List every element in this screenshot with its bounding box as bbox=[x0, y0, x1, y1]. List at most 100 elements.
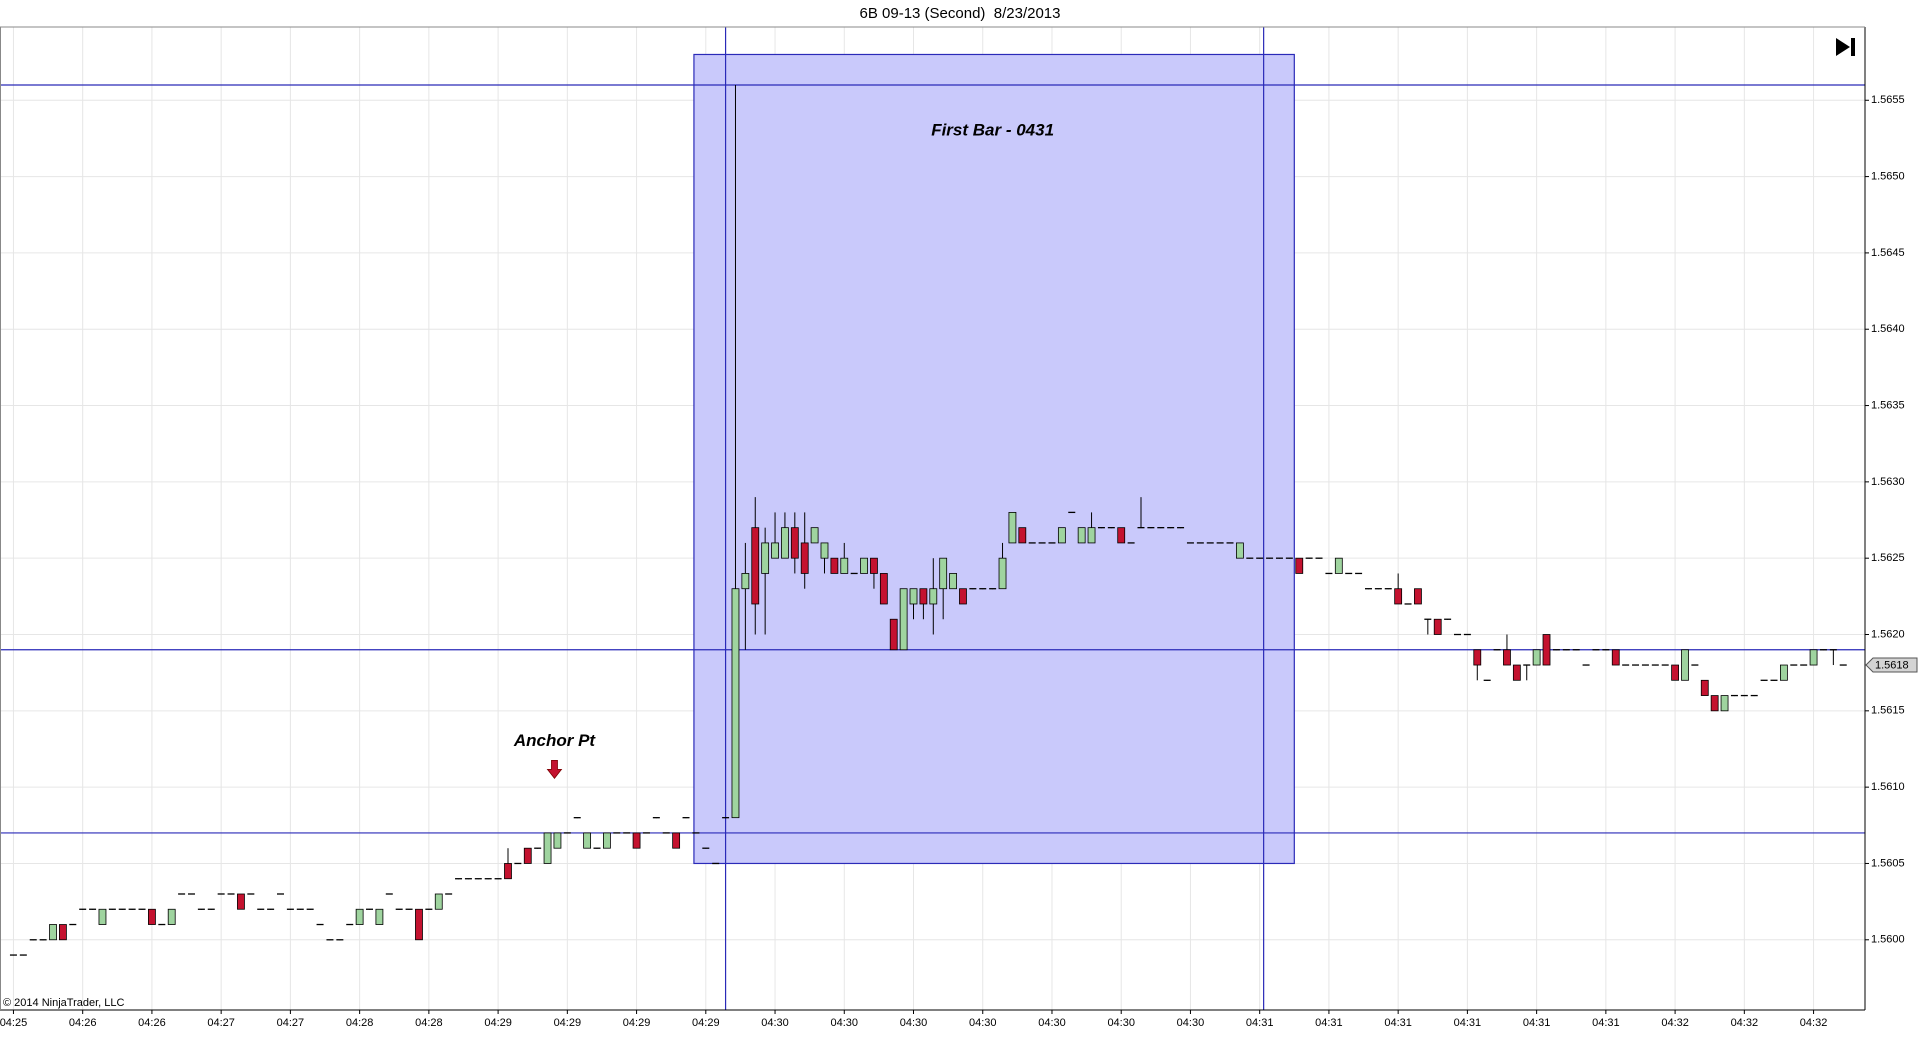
candle-body bbox=[800, 542, 809, 574]
candle-body bbox=[375, 908, 384, 925]
x-tick-label: 04:31 bbox=[1384, 1017, 1412, 1029]
candle-body bbox=[1671, 664, 1679, 681]
candle-body bbox=[523, 847, 532, 864]
candle-body bbox=[355, 908, 364, 925]
candle-body bbox=[879, 573, 888, 605]
annotation: Anchor Pt bbox=[513, 731, 597, 750]
candle-body bbox=[949, 573, 957, 590]
x-tick-label: 04:29 bbox=[484, 1017, 512, 1029]
candle-body bbox=[1710, 695, 1719, 712]
candle-body bbox=[1512, 664, 1521, 681]
candle-body bbox=[1018, 527, 1027, 544]
x-tick-label: 04:30 bbox=[1107, 1017, 1135, 1029]
candle-body bbox=[860, 557, 868, 574]
candle-body bbox=[167, 908, 176, 925]
y-tick-label: 1.5645 bbox=[1871, 247, 1905, 259]
candle-body bbox=[939, 557, 948, 590]
x-tick-label: 04:30 bbox=[831, 1017, 859, 1029]
candle-body bbox=[929, 588, 938, 605]
candle-body bbox=[434, 893, 443, 910]
x-tick-label: 04:31 bbox=[1246, 1017, 1274, 1029]
y-tick-label: 1.5605 bbox=[1871, 857, 1905, 869]
candle-body bbox=[1681, 649, 1689, 681]
candle-body bbox=[1295, 557, 1304, 574]
candle-body bbox=[820, 542, 829, 559]
candle-body bbox=[899, 588, 908, 651]
x-tick-label: 04:30 bbox=[761, 1017, 789, 1029]
candle-body bbox=[761, 542, 770, 574]
axis-layer: 1.5600 1.5605 1.5610 1.5615 1.5620 1.5625 1.56… bbox=[0, 26, 1918, 1029]
x-tick-label: 04:26 bbox=[69, 1017, 97, 1029]
candle-body bbox=[1236, 542, 1244, 559]
candle-body bbox=[1532, 649, 1541, 666]
chart-title: 6B 09-13 (Second) 8/23/2013 bbox=[860, 5, 1061, 22]
candle-body bbox=[1008, 511, 1017, 544]
x-tick-label: 04:28 bbox=[346, 1017, 374, 1029]
skip-to-end-button[interactable] bbox=[1832, 34, 1860, 60]
last-price-label: 1.5618 bbox=[1875, 659, 1909, 671]
play-icon bbox=[1836, 38, 1850, 56]
candle-body bbox=[959, 588, 967, 605]
candle-body bbox=[415, 908, 423, 941]
y-tick-label: 1.5600 bbox=[1871, 934, 1905, 946]
candle-body bbox=[553, 832, 562, 849]
y-tick-label: 1.5655 bbox=[1871, 94, 1905, 106]
candle-body bbox=[790, 527, 799, 559]
y-tick-label: 1.5615 bbox=[1871, 705, 1905, 717]
y-tick-label: 1.5630 bbox=[1871, 476, 1905, 488]
candle-body bbox=[1542, 634, 1551, 666]
candle-body bbox=[889, 618, 898, 651]
candle-body bbox=[583, 832, 592, 849]
y-tick-label: 1.5640 bbox=[1871, 323, 1905, 335]
x-tick-label: 04:32 bbox=[1731, 1017, 1759, 1029]
x-tick-label: 04:30 bbox=[900, 1017, 928, 1029]
candle-body bbox=[1700, 679, 1709, 696]
drawing-layer: First Bar - 0431 Anchor Pt bbox=[0, 27, 1865, 1010]
candle-body bbox=[751, 527, 760, 605]
x-tick-label: 04:30 bbox=[1038, 1017, 1066, 1029]
candle-body bbox=[1414, 588, 1422, 605]
x-tick-label: 04:31 bbox=[1523, 1017, 1551, 1029]
bars-layer bbox=[9, 85, 1847, 956]
candle-body bbox=[98, 908, 107, 925]
bar-icon bbox=[1851, 38, 1855, 56]
copyright: © 2014 NinjaTrader, LLC bbox=[3, 997, 124, 1009]
region-rectangle bbox=[693, 53, 1295, 865]
candle-body bbox=[1611, 649, 1620, 666]
candle-body bbox=[504, 863, 512, 880]
x-tick-label: 04:29 bbox=[623, 1017, 651, 1029]
candle-body bbox=[1433, 618, 1442, 635]
candle-body bbox=[1077, 527, 1086, 544]
candle-body bbox=[1057, 527, 1066, 544]
candle-body bbox=[543, 832, 552, 864]
y-tick-label: 1.5610 bbox=[1871, 781, 1905, 793]
candle-body bbox=[840, 557, 849, 574]
candle-body bbox=[1473, 649, 1482, 666]
x-tick-label: 04:29 bbox=[692, 1017, 720, 1029]
candle-body bbox=[1117, 527, 1126, 544]
candle-body bbox=[771, 542, 779, 559]
anchor-arrow bbox=[546, 759, 563, 780]
candle-body bbox=[1720, 695, 1729, 712]
candle-body bbox=[830, 557, 839, 574]
x-tick-label: 04:32 bbox=[1800, 1017, 1828, 1029]
y-tick-label: 1.5620 bbox=[1871, 628, 1905, 640]
x-tick-label: 04:27 bbox=[277, 1017, 305, 1029]
candle-body bbox=[909, 588, 918, 605]
candle-body bbox=[998, 557, 1007, 590]
x-tick-label: 04:30 bbox=[969, 1017, 997, 1029]
candle-body bbox=[1394, 588, 1403, 605]
candle-body bbox=[59, 924, 67, 941]
candle-body bbox=[731, 588, 740, 819]
candle-body bbox=[1779, 664, 1788, 681]
x-tick-label: 04:27 bbox=[207, 1017, 235, 1029]
candle-body bbox=[781, 527, 789, 559]
candle-body bbox=[870, 557, 878, 574]
y-tick-label: 1.5635 bbox=[1871, 399, 1905, 411]
x-tick-label: 04:31 bbox=[1592, 1017, 1620, 1029]
x-tick-label: 04:29 bbox=[554, 1017, 582, 1029]
candle-body bbox=[919, 588, 928, 605]
x-tick-label: 04:28 bbox=[415, 1017, 443, 1029]
